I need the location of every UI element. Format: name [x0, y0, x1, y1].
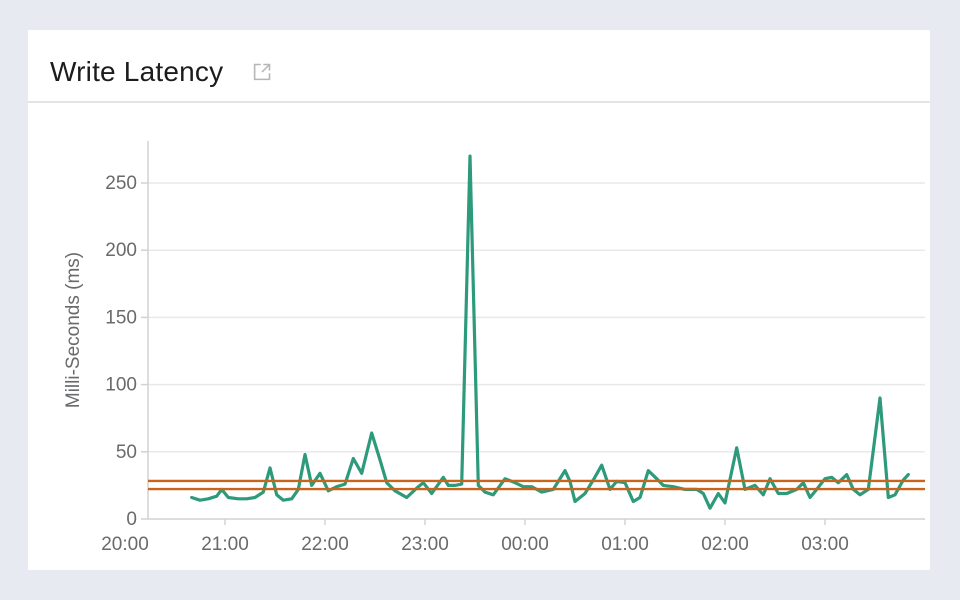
svg-text:100: 100: [105, 375, 137, 396]
svg-text:150: 150: [105, 307, 137, 328]
svg-text:20:00: 20:00: [101, 534, 149, 555]
svg-text:Milli-Seconds (ms): Milli-Seconds (ms): [63, 252, 84, 408]
svg-text:21:00: 21:00: [201, 534, 249, 555]
svg-text:00:00: 00:00: [501, 534, 549, 555]
latency-chart: 0 50 100 150 200 250 20:00 21:00 22:00 23:00 00:00…: [63, 141, 925, 555]
svg-text:23:00: 23:00: [401, 534, 449, 555]
chart-area: 0 50 100 150 200 250 20:00 21:00 22:00 23:00 00:00…: [28, 103, 930, 570]
card-title: Write Latency: [50, 56, 224, 87]
card-header: Write Latency: [28, 30, 930, 103]
svg-text:200: 200: [105, 240, 137, 261]
svg-text:250: 250: [105, 173, 137, 194]
svg-text:01:00: 01:00: [601, 534, 649, 555]
external-link-icon[interactable]: [252, 61, 273, 82]
svg-text:22:00: 22:00: [301, 534, 349, 555]
svg-text:02:00: 02:00: [701, 534, 749, 555]
svg-text:50: 50: [116, 442, 137, 463]
svg-text:03:00: 03:00: [801, 534, 849, 555]
write-latency-card: Write Latency 0 50 100 150 200 250 20:00 21:00 2…: [28, 30, 930, 570]
svg-text:0: 0: [126, 509, 137, 530]
